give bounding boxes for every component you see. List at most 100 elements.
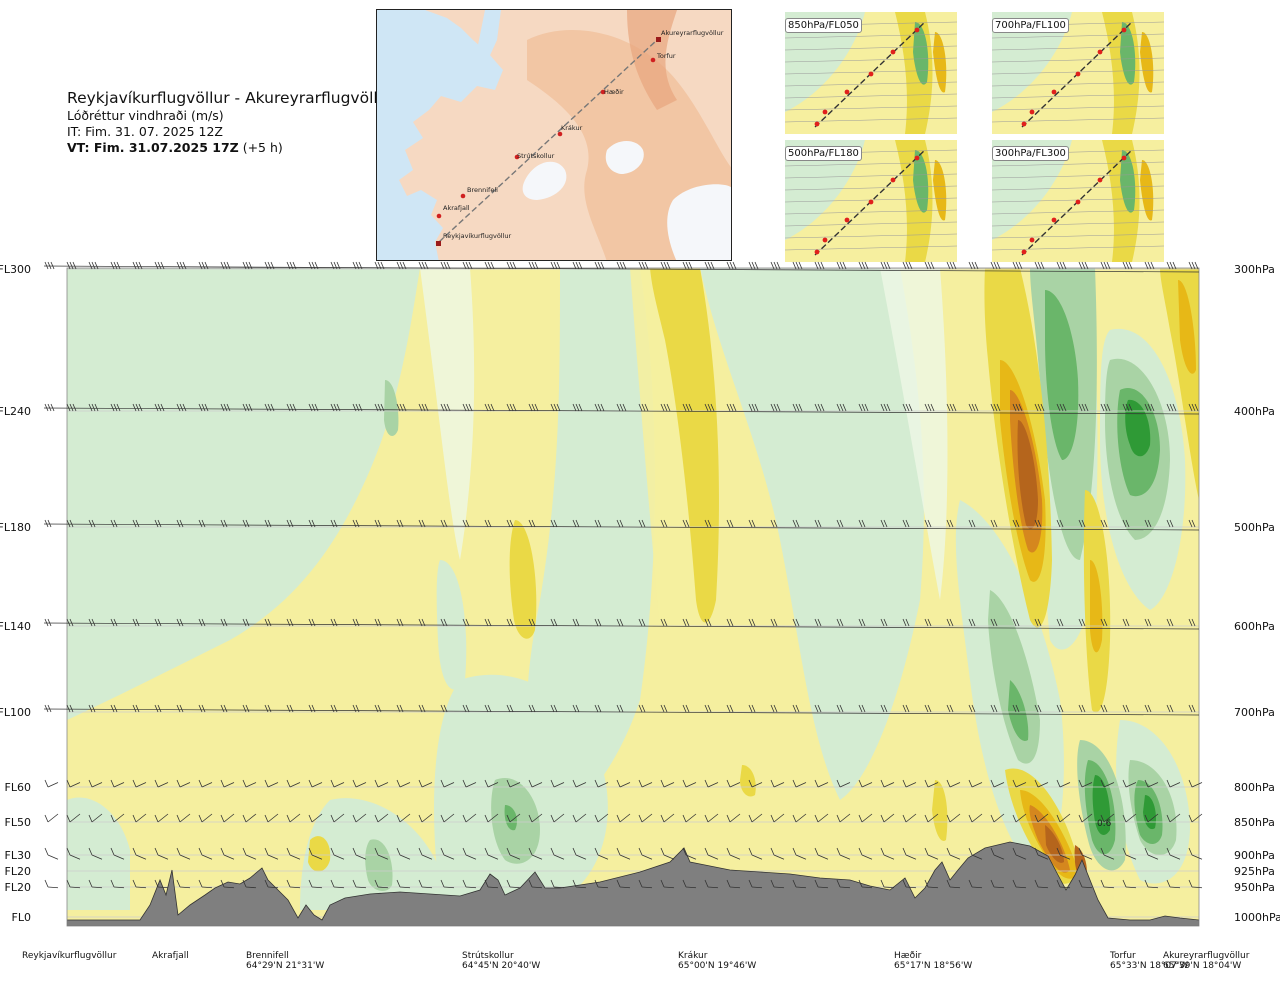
thumb-850hpa[interactable]: 850hPa/FL050 <box>785 12 957 134</box>
thumb-waypoint <box>814 121 820 127</box>
wind-barb-flag <box>330 779 335 788</box>
wind-barb-flag <box>1188 261 1193 270</box>
wind-barb-flag <box>792 618 797 627</box>
wind-barb-flag <box>66 704 71 713</box>
thumb-label-850: 850hPa/FL050 <box>785 18 862 33</box>
wind-barb-flag <box>157 261 162 270</box>
wind-barb-flag <box>1144 814 1149 823</box>
wind-barb-flag <box>396 618 401 627</box>
wind-barb-flag <box>729 519 734 528</box>
wind-barb-flag <box>286 519 291 528</box>
wind-barb-flag <box>572 814 577 823</box>
thumb-500hpa[interactable]: 500hPa/FL180 <box>785 140 957 262</box>
wind-barb-flag <box>908 261 913 270</box>
wind-barb-shaft <box>1081 813 1093 823</box>
wind-barb-flag <box>1100 879 1105 888</box>
wind-barb-flag <box>814 704 819 713</box>
wind-barb-flag <box>201 618 206 627</box>
wind-barb-flag <box>440 618 445 627</box>
wind-barb-flag <box>110 403 115 412</box>
wind-barb-shaft <box>927 813 939 823</box>
wind-barb-flag <box>270 261 275 270</box>
wind-barb-shaft <box>289 854 301 860</box>
wind-barb-flag <box>1147 261 1152 270</box>
wind-barb-shaft <box>1169 813 1181 823</box>
wind-barb-shaft <box>421 782 433 788</box>
wind-barb-shaft <box>157 813 169 823</box>
wind-barb-shaft <box>267 886 279 889</box>
wind-barb-flag <box>245 261 250 270</box>
wind-barb-shaft <box>333 854 345 860</box>
right-tick-label: 600hPa <box>1234 620 1275 633</box>
wind-barb-shaft <box>399 886 411 889</box>
wind-barb-flag <box>641 261 646 270</box>
thumb-field-patch <box>1120 150 1136 213</box>
wind-barb-shaft <box>91 813 103 823</box>
wind-barb-flag <box>308 618 313 627</box>
wind-barb-shaft <box>707 886 719 889</box>
wind-barb-shaft <box>553 854 565 860</box>
wind-barb-shaft <box>1103 813 1115 823</box>
wind-barb-flag <box>374 519 379 528</box>
wind-barb-flag <box>1125 519 1130 528</box>
wind-barb-flag <box>993 704 998 713</box>
wind-barb-flag <box>974 261 979 270</box>
wind-barb-flag <box>289 704 294 713</box>
wind-barb-flag <box>418 704 423 713</box>
wind-barb-shaft <box>597 886 609 889</box>
wind-barb-flag <box>1056 519 1061 528</box>
wind-barb-flag <box>490 261 495 270</box>
wind-barb-flag <box>113 519 118 528</box>
wind-barb-flag <box>308 847 313 856</box>
wind-barb-flag <box>264 847 269 856</box>
terrain-profile <box>67 841 1199 926</box>
right-tick-label: 700hPa <box>1234 706 1275 719</box>
wind-barb-flag <box>575 261 580 270</box>
wind-barb-flag <box>798 261 803 270</box>
wind-barb-flag <box>990 814 995 823</box>
wind-barb-flag <box>792 519 797 528</box>
wind-barb-flag <box>204 403 209 412</box>
wind-barb-flag <box>1122 261 1127 270</box>
thumb-300hpa[interactable]: 300hPa/FL300 <box>992 140 1164 262</box>
wind-barb-flag <box>1034 879 1039 888</box>
wind-barb-flag <box>836 618 841 627</box>
wind-barb-flag <box>506 814 511 823</box>
wind-barb-shaft <box>1147 813 1159 823</box>
wind-barb-flag <box>484 814 489 823</box>
wind-barb-flag <box>993 519 998 528</box>
wind-barb-flag <box>88 618 93 627</box>
wind-barb-flag <box>726 704 731 713</box>
wind-barb-flag <box>528 779 533 788</box>
wind-barb-flag <box>597 403 602 412</box>
wind-barb-flag <box>179 261 184 270</box>
wind-barb-flag <box>138 403 143 412</box>
barb-shaft-line <box>43 265 1200 273</box>
wind-barb-flag <box>440 261 445 270</box>
wind-barb-flag <box>1100 261 1105 270</box>
wind-barb-shaft <box>553 886 565 889</box>
wind-barb-flag <box>572 618 577 627</box>
wind-barb-flag <box>242 779 247 788</box>
wind-barb-shaft <box>927 782 939 788</box>
wind-barb-shaft <box>487 782 499 788</box>
wind-barb-flag <box>198 704 203 713</box>
wind-barb-flag <box>996 261 1001 270</box>
wind-barb-flag <box>1188 704 1193 713</box>
wind-barb-flag <box>308 403 313 412</box>
wind-barb-flag <box>638 814 643 823</box>
wind-barb-shaft <box>201 886 213 889</box>
wind-barb-flag <box>1056 779 1061 788</box>
wind-barb-flag <box>902 879 907 888</box>
wind-barb-shaft <box>1191 813 1203 823</box>
wind-barb-flag <box>1144 879 1149 888</box>
wind-barb-shaft <box>685 854 697 860</box>
thumb-700hpa[interactable]: 700hPa/FL100 <box>992 12 1164 134</box>
wind-barb-flag <box>88 704 93 713</box>
wind-barb-shaft <box>597 813 609 823</box>
wind-barb-flag <box>748 704 753 713</box>
wind-barb-flag <box>748 847 753 856</box>
wind-barb-shaft <box>1191 782 1203 788</box>
wind-barb-flag <box>880 704 885 713</box>
wind-barb-flag <box>311 403 316 412</box>
